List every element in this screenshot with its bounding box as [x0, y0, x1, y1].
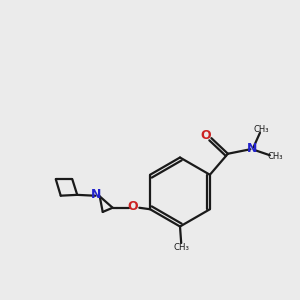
- Text: CH₃: CH₃: [173, 243, 190, 252]
- Text: N: N: [246, 142, 257, 155]
- Text: CH₃: CH₃: [268, 152, 283, 161]
- Text: CH₃: CH₃: [254, 124, 269, 134]
- Text: N: N: [91, 188, 101, 201]
- Text: O: O: [128, 200, 138, 213]
- Text: O: O: [201, 129, 211, 142]
